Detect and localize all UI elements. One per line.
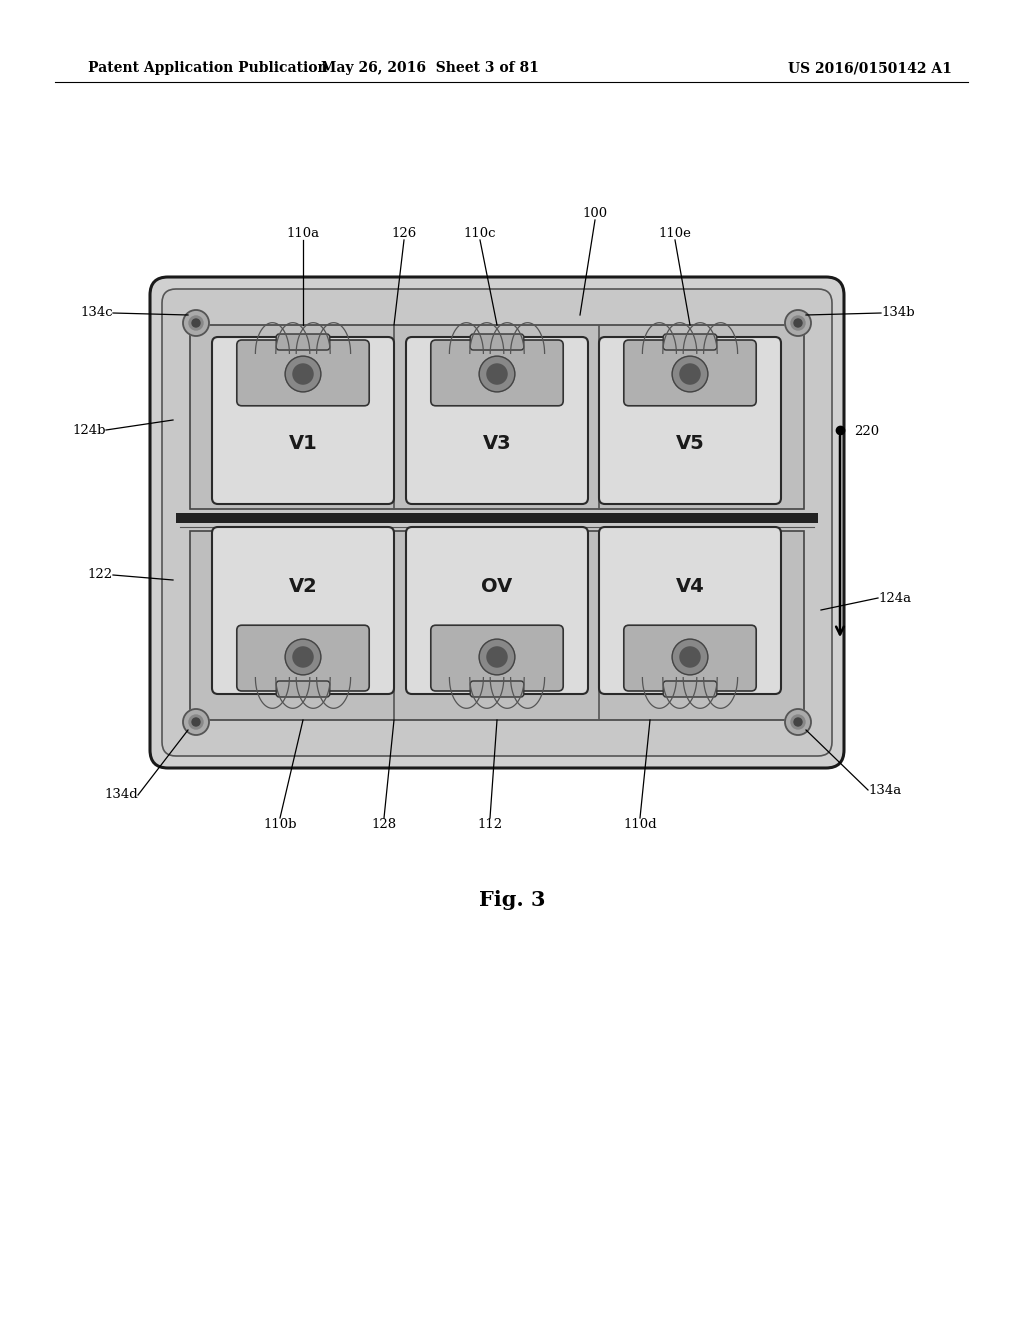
Text: 112: 112 [477,818,503,832]
Circle shape [791,715,805,729]
FancyBboxPatch shape [406,527,588,694]
Circle shape [479,356,515,392]
Bar [190,531,804,719]
FancyBboxPatch shape [624,341,756,405]
Text: OV: OV [481,577,513,597]
Text: V5: V5 [676,434,705,453]
Text: 110b: 110b [263,818,297,832]
Text: 126: 126 [391,227,417,240]
FancyBboxPatch shape [162,289,831,756]
Circle shape [680,647,700,667]
FancyBboxPatch shape [212,527,394,694]
FancyBboxPatch shape [276,681,330,697]
Text: US 2016/0150142 A1: US 2016/0150142 A1 [788,61,952,75]
Circle shape [285,356,321,392]
Circle shape [183,709,209,735]
Circle shape [479,639,515,675]
FancyBboxPatch shape [664,681,717,697]
Circle shape [785,310,811,337]
FancyBboxPatch shape [431,341,563,405]
Text: 134d: 134d [104,788,138,801]
Text: Fig. 3: Fig. 3 [479,890,545,909]
Circle shape [487,647,507,667]
Text: 128: 128 [372,818,396,832]
Circle shape [189,715,203,729]
Circle shape [672,639,708,675]
Text: V4: V4 [676,577,705,597]
Bar [176,513,818,523]
Circle shape [794,718,802,726]
Circle shape [285,639,321,675]
Text: 110a: 110a [287,227,319,240]
Circle shape [487,364,507,384]
Circle shape [785,709,811,735]
Text: 122: 122 [88,569,113,582]
Bar [190,325,804,510]
FancyBboxPatch shape [470,334,524,350]
Text: 220: 220 [854,425,880,438]
Text: May 26, 2016  Sheet 3 of 81: May 26, 2016 Sheet 3 of 81 [322,61,539,75]
Circle shape [794,319,802,327]
FancyBboxPatch shape [150,277,844,768]
Text: 124a: 124a [878,591,911,605]
FancyBboxPatch shape [237,626,370,690]
Text: 124b: 124b [73,424,106,437]
Circle shape [672,356,708,392]
Text: 134a: 134a [868,784,901,796]
Text: 110c: 110c [464,227,497,240]
FancyBboxPatch shape [406,337,588,504]
Text: Patent Application Publication: Patent Application Publication [88,61,328,75]
Text: 110d: 110d [624,818,656,832]
FancyBboxPatch shape [599,337,781,504]
Circle shape [293,364,313,384]
Circle shape [189,315,203,330]
FancyBboxPatch shape [599,527,781,694]
Text: 134c: 134c [80,306,113,319]
Circle shape [193,718,200,726]
FancyBboxPatch shape [237,341,370,405]
FancyBboxPatch shape [276,334,330,350]
Circle shape [791,315,805,330]
FancyBboxPatch shape [212,337,394,504]
Text: V3: V3 [482,434,511,453]
Circle shape [183,310,209,337]
Text: 100: 100 [583,207,607,220]
Text: 134b: 134b [881,306,914,319]
Circle shape [293,647,313,667]
Text: V2: V2 [289,577,317,597]
FancyBboxPatch shape [431,626,563,690]
FancyBboxPatch shape [624,626,756,690]
Circle shape [193,319,200,327]
Circle shape [680,364,700,384]
FancyBboxPatch shape [470,681,524,697]
Text: 110e: 110e [658,227,691,240]
Text: V1: V1 [289,434,317,453]
FancyBboxPatch shape [664,334,717,350]
